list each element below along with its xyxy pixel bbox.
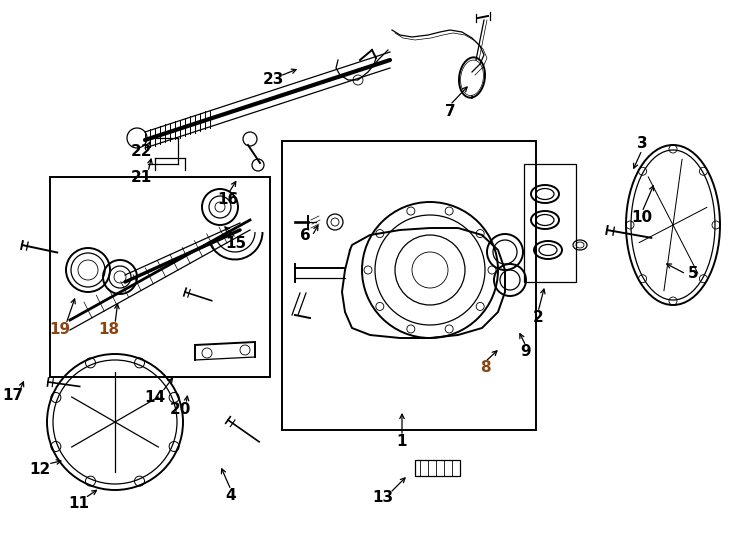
Text: 13: 13: [372, 489, 393, 504]
Text: 18: 18: [98, 322, 120, 338]
Bar: [415, 460, 460, 476]
Text: 5: 5: [688, 267, 698, 281]
Text: 20: 20: [170, 402, 191, 417]
Text: 16: 16: [217, 192, 239, 207]
Text: 14: 14: [145, 390, 166, 406]
Bar: [50, 177, 270, 377]
Text: 11: 11: [68, 496, 90, 510]
Text: 1: 1: [397, 435, 407, 449]
Text: 4: 4: [225, 489, 236, 503]
Text: 7: 7: [445, 105, 455, 119]
Text: 19: 19: [49, 322, 70, 338]
Text: 2: 2: [533, 310, 543, 326]
Text: 21: 21: [131, 170, 152, 185]
Text: 22: 22: [130, 145, 152, 159]
Text: 23: 23: [262, 72, 283, 87]
Text: 6: 6: [299, 228, 310, 244]
Text: 3: 3: [636, 136, 647, 151]
Text: 9: 9: [520, 345, 531, 360]
Bar: [282, 141, 536, 430]
Text: 15: 15: [225, 235, 247, 251]
Text: 8: 8: [480, 361, 490, 375]
Text: 17: 17: [2, 388, 23, 403]
Text: 10: 10: [631, 211, 653, 226]
Bar: [524, 164, 576, 282]
Text: 12: 12: [29, 462, 51, 476]
